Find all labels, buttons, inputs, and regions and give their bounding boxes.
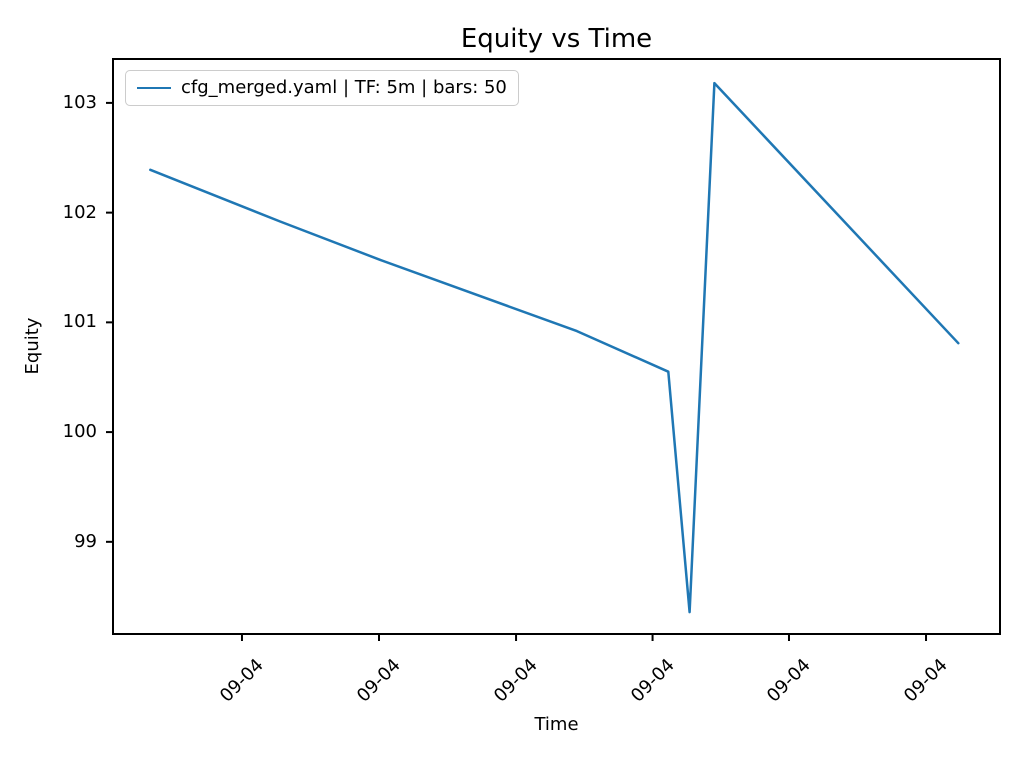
y-tick-label: 100 (62, 421, 97, 443)
chart-title: Equity vs Time (460, 24, 653, 54)
legend-line-sample (137, 86, 171, 90)
legend-label: cfg_merged.yaml | TF: 5m | bars: 50 (181, 77, 507, 98)
y-tick-label: 103 (62, 91, 97, 113)
y-tick-label: 102 (62, 201, 97, 223)
legend: cfg_merged.yaml | TF: 5m | bars: 50 (125, 70, 519, 106)
y-tick-label: 99 (74, 530, 97, 552)
x-axis-label: Time (534, 714, 579, 735)
y-axis-label: Equity (22, 317, 43, 375)
y-tick-label: 101 (62, 311, 97, 333)
